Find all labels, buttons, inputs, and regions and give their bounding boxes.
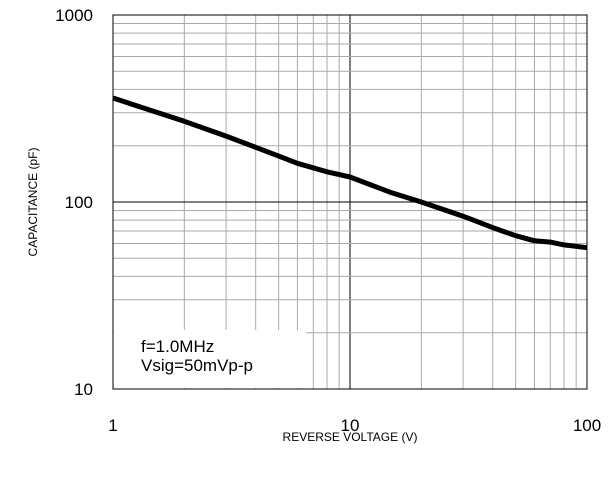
y-tick-label: 10 bbox=[74, 380, 93, 399]
x-tick-label: 1 bbox=[108, 416, 117, 435]
x-tick-label: 100 bbox=[573, 416, 601, 435]
annotation-signal: Vsig=50mVp-p bbox=[141, 356, 253, 375]
plot-frame bbox=[112, 14, 588, 390]
series-line-0 bbox=[112, 95, 588, 251]
y-tick-label: 1000 bbox=[55, 6, 93, 25]
y-tick-label: 100 bbox=[65, 193, 93, 212]
annotation-box bbox=[114, 330, 306, 388]
x-axis-title: REVERSE VOLTAGE (V) bbox=[283, 430, 418, 444]
x-tick-label: 10 bbox=[341, 416, 360, 435]
tick-labels: 1 10 100 10 100 1000 bbox=[55, 6, 601, 435]
annotation-frequency: f=1.0MHz bbox=[141, 337, 214, 356]
series-layer bbox=[112, 95, 588, 251]
y-axis-title: CAPACITANCE (pF) bbox=[26, 148, 40, 257]
